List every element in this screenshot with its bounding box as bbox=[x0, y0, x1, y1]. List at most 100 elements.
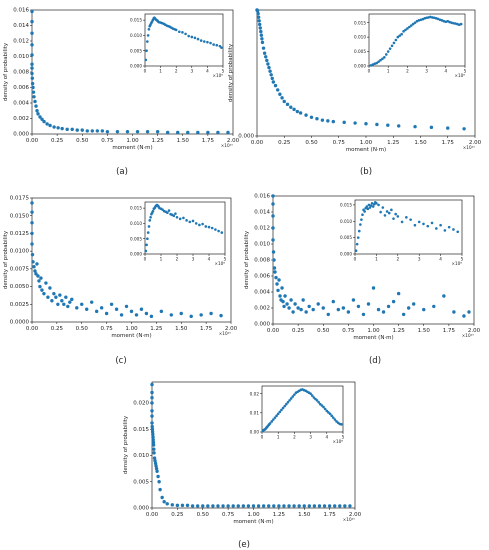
c-inset-ytick-label: 0.015 bbox=[130, 206, 142, 211]
c-main-point bbox=[33, 269, 37, 273]
c-main-point bbox=[37, 279, 41, 283]
c-inset-point bbox=[147, 225, 151, 228]
d-inset-xtick-label: 4 bbox=[439, 257, 442, 262]
d-main-ytick-label: 0.010 bbox=[254, 242, 270, 248]
c-inset-point bbox=[167, 209, 171, 212]
d-main-xtick-label: 1.00 bbox=[367, 328, 380, 334]
a-inset-point bbox=[193, 36, 197, 40]
b-main-point bbox=[446, 126, 450, 130]
b-main-point bbox=[285, 102, 290, 107]
e-main-point bbox=[195, 504, 200, 508]
b-inset-xtick-label: 5 bbox=[464, 69, 467, 74]
d-inset-point bbox=[355, 242, 359, 246]
b-main-point bbox=[267, 65, 271, 70]
a-main-point bbox=[30, 76, 35, 80]
d-x-axis-label: moment (N·m) bbox=[353, 335, 393, 341]
d-inset-point bbox=[354, 249, 358, 253]
a-main-ytick-label: 0.008 bbox=[13, 70, 29, 76]
d-inset-point bbox=[387, 211, 391, 215]
d-inset-point bbox=[447, 225, 451, 229]
a-inset-point bbox=[212, 43, 215, 46]
e-main-exponent: ×10¹⁰ bbox=[343, 517, 356, 522]
e-inset-point bbox=[325, 409, 329, 413]
d-main-point bbox=[293, 302, 297, 306]
c-inset-xtick-label: 5 bbox=[224, 257, 227, 262]
a-main-point bbox=[65, 127, 69, 132]
d-main-point bbox=[336, 307, 341, 312]
b-main-point bbox=[255, 9, 260, 13]
e-main-point bbox=[277, 504, 281, 508]
c-inset-point bbox=[204, 225, 208, 228]
a-main-xtick-label: 0.00 bbox=[26, 138, 39, 144]
e-main-point bbox=[150, 409, 154, 413]
b-caption: (b) bbox=[360, 167, 372, 177]
d-main-point bbox=[311, 307, 315, 312]
d-main-point bbox=[272, 258, 276, 262]
a-main-point bbox=[80, 128, 84, 132]
e-main-ytick-label: 0.015 bbox=[133, 427, 149, 433]
d-inset-point bbox=[368, 206, 372, 209]
d-main-point bbox=[289, 298, 293, 302]
d-main-point bbox=[271, 214, 275, 218]
b-inset-point bbox=[400, 32, 403, 36]
b-inset-xtick-label: 2 bbox=[406, 69, 409, 74]
a-main-point bbox=[30, 19, 34, 24]
b-inset-point bbox=[386, 50, 390, 53]
d-main-point bbox=[422, 307, 426, 312]
c-main-point bbox=[30, 201, 34, 205]
d-main-point bbox=[432, 304, 436, 309]
a-inset-ytick-label: 0.005 bbox=[130, 48, 142, 53]
e-main-point bbox=[157, 480, 161, 484]
e-inset-point bbox=[276, 412, 280, 416]
b-main-point bbox=[292, 107, 296, 112]
b-main-point bbox=[331, 119, 335, 124]
a-main-ytick-label: 0.012 bbox=[13, 39, 29, 45]
e-main-point bbox=[162, 500, 166, 504]
e-inset-point bbox=[317, 400, 321, 404]
c-main-point bbox=[75, 306, 79, 310]
a-inset-xtick-label: 1 bbox=[159, 69, 162, 74]
c-main-xtick-label: 1.75 bbox=[200, 326, 213, 332]
b-inset-point bbox=[375, 61, 378, 65]
a-main-point bbox=[115, 129, 120, 134]
a-main-xtick-label: 1.00 bbox=[126, 138, 139, 144]
e-inset-point bbox=[268, 422, 272, 425]
e-main-point bbox=[180, 503, 185, 508]
e-main-point bbox=[246, 504, 251, 508]
e-main-ytick-label: 0.020 bbox=[133, 401, 149, 407]
a-main-point bbox=[216, 130, 220, 135]
a-x-axis-label: moment (N·m) bbox=[112, 145, 152, 151]
d-main-point bbox=[282, 304, 286, 309]
e-inset-point bbox=[283, 404, 286, 408]
d-main-point bbox=[274, 275, 278, 280]
a-main-point bbox=[30, 71, 34, 76]
d-main-point bbox=[301, 298, 305, 302]
c-inset-point bbox=[194, 222, 198, 225]
b-main-point bbox=[280, 96, 284, 100]
d-main-point bbox=[316, 302, 320, 306]
e-main-point bbox=[170, 503, 174, 507]
c-caption: (c) bbox=[115, 356, 126, 366]
e-main-point bbox=[307, 504, 312, 508]
d-main-ytick-label: 0.014 bbox=[254, 210, 270, 216]
b-inset-point bbox=[404, 28, 407, 32]
d-inset-xtick-label: 1 bbox=[375, 257, 378, 262]
c-main-point bbox=[129, 309, 134, 314]
a-main-xtick-label: 0.25 bbox=[51, 138, 64, 144]
e-main-point bbox=[156, 474, 160, 479]
a-inset-point bbox=[146, 34, 150, 37]
e-main-point bbox=[152, 451, 156, 455]
e-main-xtick-label: 0.50 bbox=[197, 512, 210, 518]
b-main-point bbox=[320, 118, 325, 122]
a-inset-point bbox=[199, 39, 203, 42]
d-main-point bbox=[361, 312, 366, 317]
e-main-point bbox=[150, 390, 154, 395]
b-main-point bbox=[282, 99, 286, 104]
d-main-point bbox=[304, 310, 308, 314]
b-main-point bbox=[266, 62, 270, 66]
a-inset-point bbox=[220, 46, 223, 49]
d-main-ytick-label: 0.008 bbox=[254, 258, 270, 264]
d-inset-xtick-label: 2 bbox=[396, 257, 399, 262]
e-main-point bbox=[150, 396, 154, 400]
b-main-point bbox=[276, 88, 280, 92]
